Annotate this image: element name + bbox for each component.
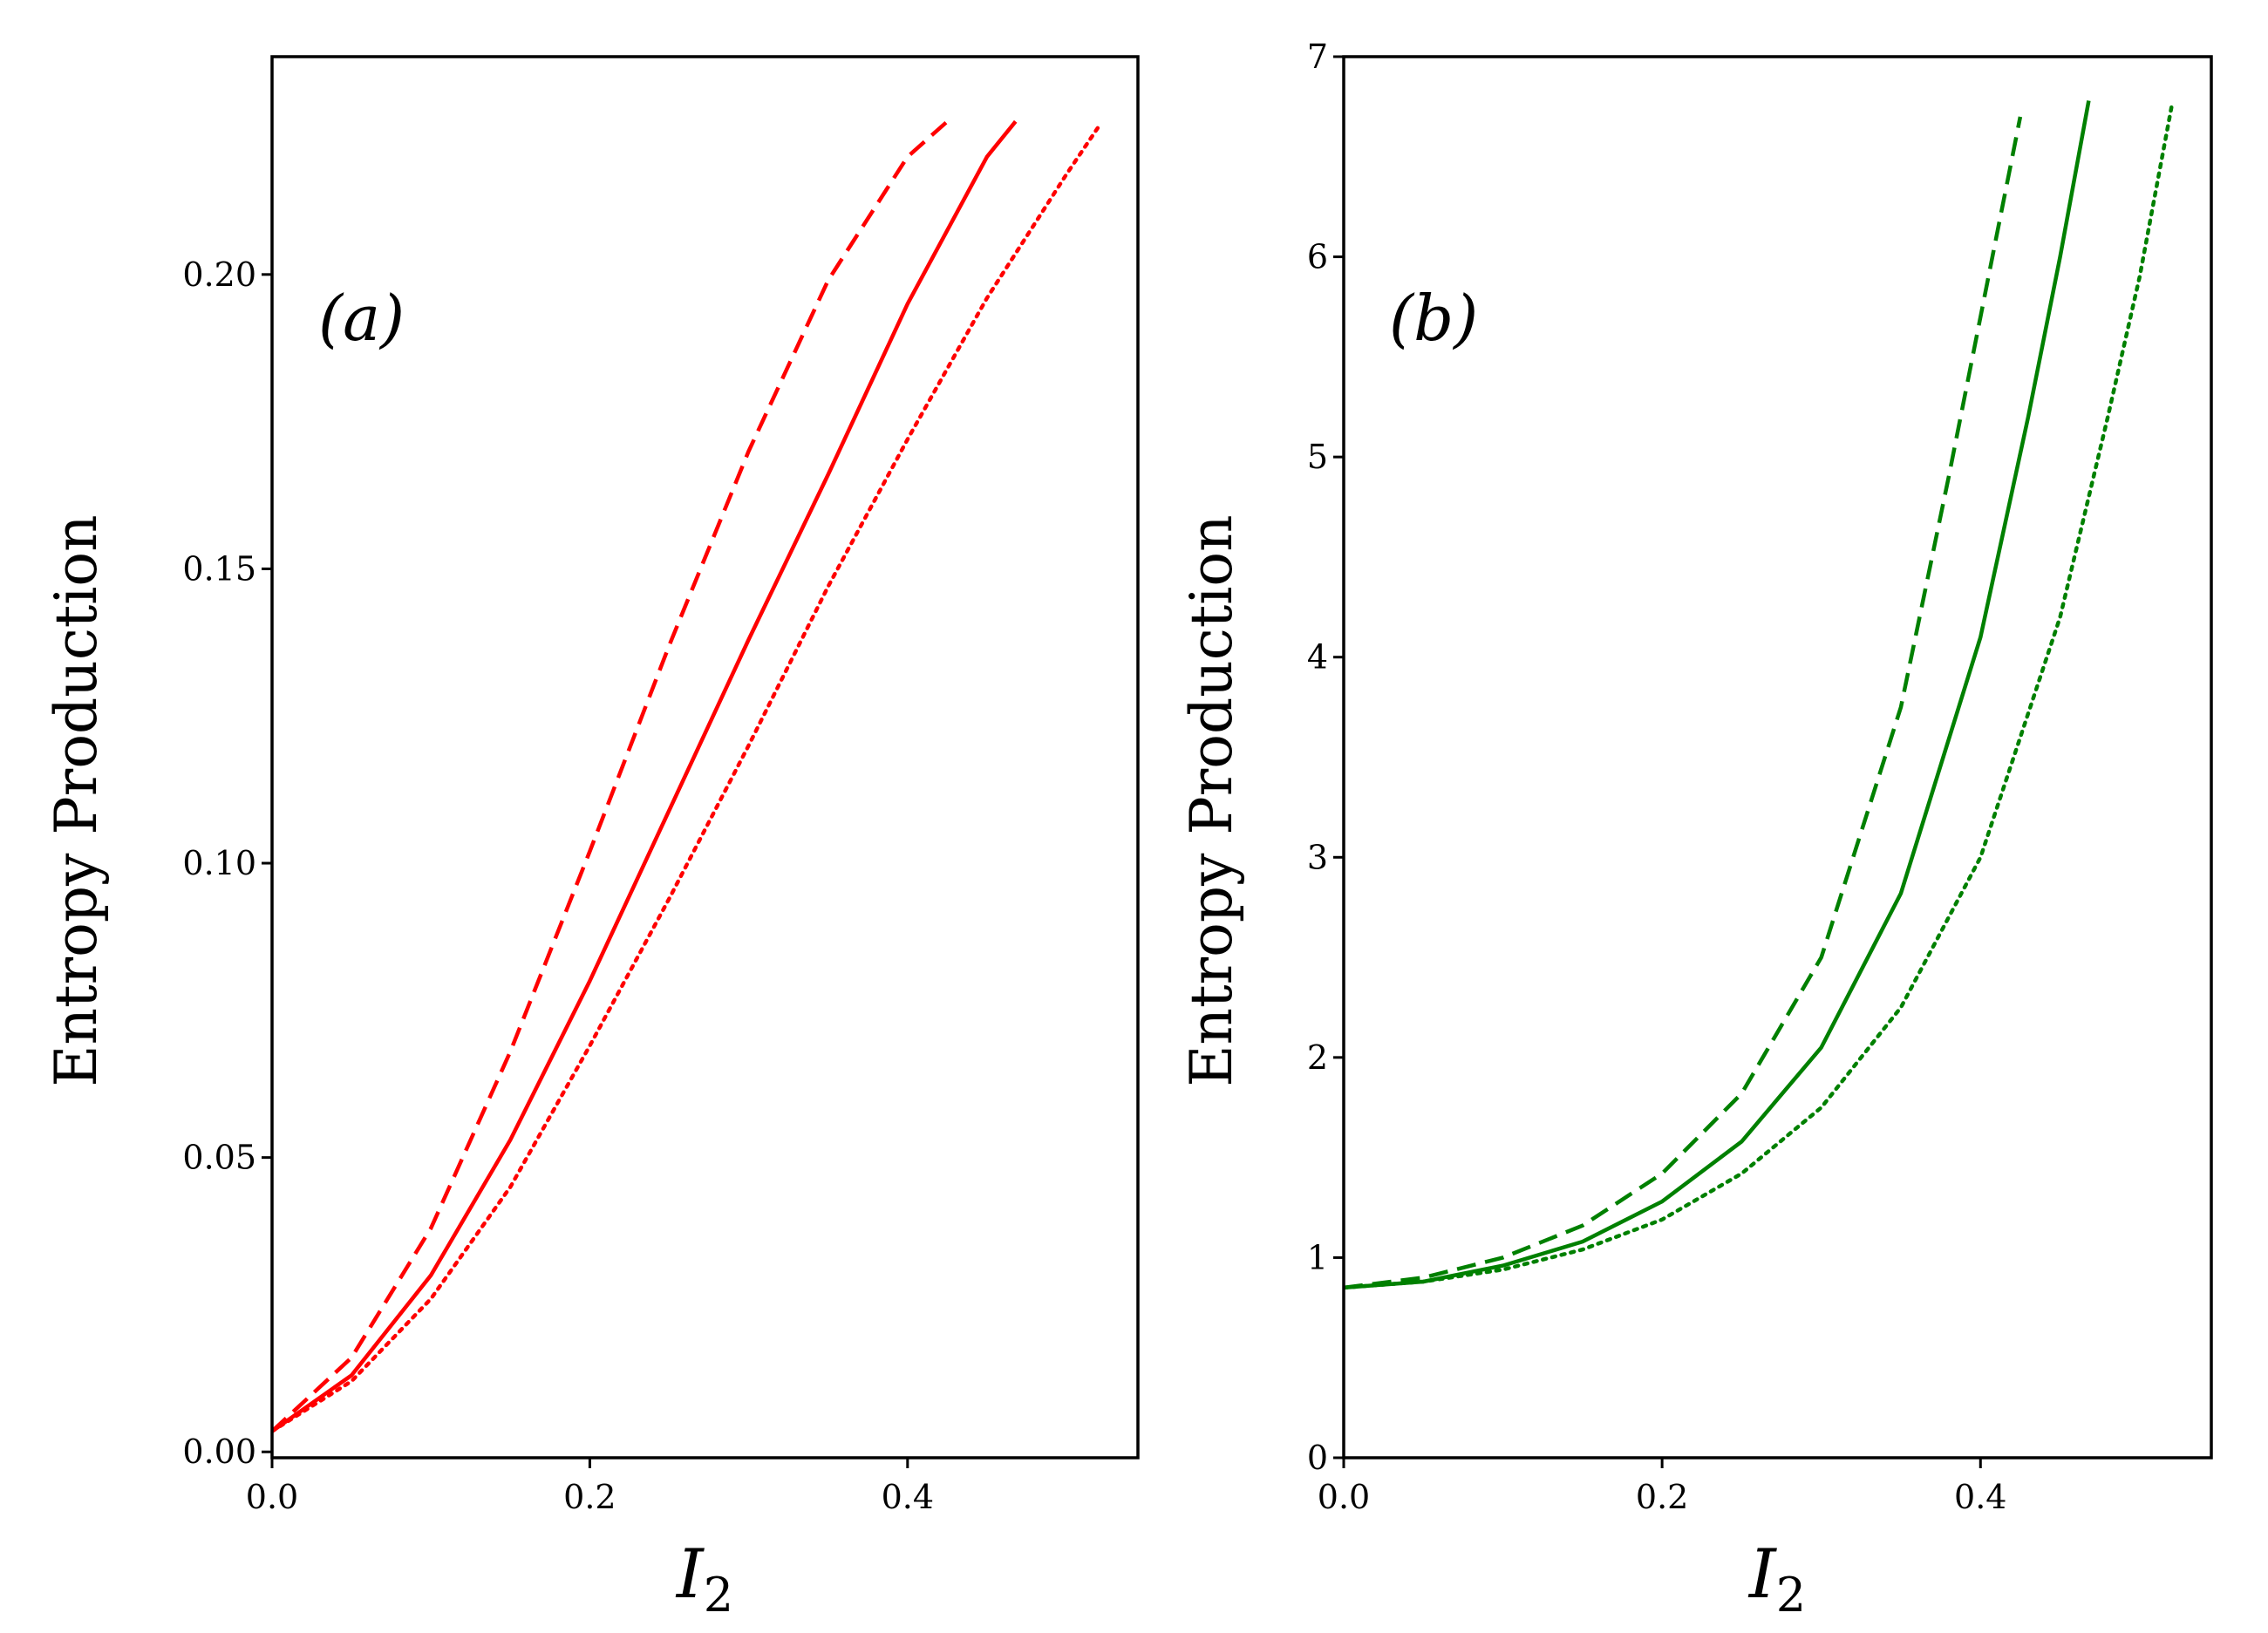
y-tick-label: 3: [1307, 838, 1328, 876]
series-line-dotted: [272, 125, 1100, 1433]
x-tick-label: 0.0: [1318, 1478, 1370, 1516]
series-line-dashed: [1344, 116, 2023, 1290]
x-tick-label: 0.0: [246, 1478, 298, 1516]
x-axis-label: I2: [1747, 1535, 1806, 1623]
panel-a: 0.0 0.2 0.4 0.00 0.05 0.10 0.15 0.20 Entropy Pro…: [43, 55, 1140, 1623]
y-tick-label: 2: [1307, 1038, 1328, 1077]
panel-b: 0.0 0.2 0.4 0 1 2 3 4 5 6 7 Entropy Production I2 (b): [1178, 37, 2213, 1623]
y-tick-label: 0: [1307, 1439, 1328, 1477]
y-axis-label: Entropy Production: [1178, 514, 1245, 1086]
y-tick-label: 0.00: [182, 1432, 256, 1471]
y-tick-label: 4: [1307, 638, 1328, 677]
y-tick-label: 0.05: [182, 1139, 256, 1177]
y-tick-label: 0.10: [182, 844, 256, 882]
y-tick-label: 0.15: [182, 549, 256, 588]
y-tick-label: 1: [1307, 1238, 1328, 1276]
x-tick-label: 0.4: [1954, 1478, 2006, 1516]
panel-label: (b): [1389, 282, 1478, 355]
x-tick-label: 0.2: [563, 1478, 616, 1516]
x-tick-label: 0.2: [1636, 1478, 1688, 1516]
y-tick-label: 0.20: [182, 255, 256, 294]
y-tick-label: 7: [1307, 37, 1328, 76]
y-axis-label: Entropy Production: [43, 514, 110, 1086]
plot-frame: [270, 55, 1140, 1459]
series-line-solid: [1344, 100, 2091, 1290]
y-tick-label: 6: [1307, 238, 1328, 276]
series-line-dotted: [1344, 105, 2174, 1290]
x-axis-label: I2: [675, 1535, 733, 1623]
series-line-solid: [272, 119, 1018, 1433]
plot-frame: [1342, 55, 2213, 1459]
x-tick-label: 0.4: [882, 1478, 934, 1516]
panel-label: (a): [318, 282, 405, 355]
series-line-dashed: [272, 119, 949, 1433]
y-tick-label: 5: [1307, 438, 1328, 476]
